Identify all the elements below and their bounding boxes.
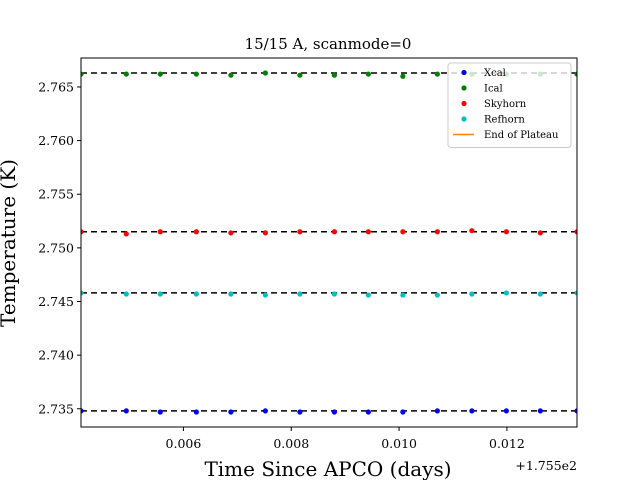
legend-label: Xcal xyxy=(484,68,506,79)
data-point-skyhorn xyxy=(157,229,163,235)
data-point-refhorn xyxy=(123,291,129,297)
data-point-refhorn xyxy=(262,292,268,298)
data-point-xcal xyxy=(157,409,163,415)
data-point-ical xyxy=(297,72,303,78)
data-point-xcal xyxy=(297,409,303,415)
x-axis-label: Time Since APCO (days) xyxy=(204,457,451,480)
data-point-ical xyxy=(157,71,163,77)
data-point-skyhorn xyxy=(469,228,475,234)
data-point-ical xyxy=(400,73,406,79)
legend-marker xyxy=(461,69,467,76)
data-point-xcal xyxy=(537,408,543,414)
y-tick-label: 2.735 xyxy=(38,401,74,416)
data-point-xcal xyxy=(193,409,199,415)
data-point-ical xyxy=(81,71,84,77)
data-point-skyhorn xyxy=(331,229,337,235)
x-axis-ticks: 0.006 0.008 0.010 0.012 xyxy=(166,427,525,451)
data-point-refhorn xyxy=(469,291,475,297)
y-axis-ticks: 2.735 2.740 2.745 2.750 2.755 2.760 2.765 xyxy=(38,79,81,416)
data-point-refhorn xyxy=(193,291,199,297)
data-point-skyhorn xyxy=(228,230,234,236)
x-tick-label: 0.012 xyxy=(489,436,525,451)
data-point-xcal xyxy=(574,408,577,414)
data-point-xcal xyxy=(400,409,406,415)
legend: Xcal Ical Skyhorn Refhorn End of Plateau xyxy=(447,62,572,148)
data-point-xcal xyxy=(123,408,129,414)
legend-marker xyxy=(461,116,467,122)
legend-marker xyxy=(461,100,467,107)
data-point-skyhorn xyxy=(297,229,303,235)
data-point-xcal xyxy=(228,409,234,415)
data-point-skyhorn xyxy=(81,229,84,235)
y-tick-label: 2.760 xyxy=(38,133,74,148)
y-tick-label: 2.755 xyxy=(38,187,74,202)
data-point-refhorn xyxy=(81,290,84,296)
legend-label: Ical xyxy=(484,84,503,95)
y-tick-label: 2.750 xyxy=(38,240,74,255)
legend-marker xyxy=(461,85,467,91)
plot-frame xyxy=(80,57,578,428)
data-point-refhorn xyxy=(400,292,406,298)
data-point-skyhorn xyxy=(365,229,371,235)
data-point-xcal xyxy=(262,408,268,414)
legend-label: End of Plateau xyxy=(484,130,559,141)
data-point-refhorn xyxy=(331,291,337,297)
data-point-refhorn xyxy=(297,291,303,297)
chart-title: 15/15 A, scanmode=0 xyxy=(245,35,412,53)
data-point-skyhorn xyxy=(262,230,268,236)
data-point-xcal xyxy=(365,409,371,415)
data-point-ical xyxy=(365,71,371,77)
data-point-skyhorn xyxy=(123,231,129,237)
data-point-ical xyxy=(123,71,129,77)
data-point-refhorn xyxy=(434,292,440,298)
data-point-xcal xyxy=(469,408,475,414)
data-point-skyhorn xyxy=(193,229,199,235)
data-point-skyhorn xyxy=(574,229,577,235)
data-point-xcal xyxy=(503,408,509,414)
data-point-ical xyxy=(193,71,199,77)
x-tick-label: 0.006 xyxy=(166,436,202,451)
y-tick-label: 2.745 xyxy=(38,294,74,309)
legend-label: Skyhorn xyxy=(484,99,527,110)
data-point-xcal xyxy=(434,408,440,414)
data-point-ical xyxy=(574,71,577,77)
data-point-refhorn xyxy=(157,291,163,297)
x-axis-offset-label: +1.755e2 xyxy=(515,458,577,473)
data-point-ical xyxy=(262,70,268,76)
x-tick-label: 0.008 xyxy=(273,436,309,451)
y-tick-label: 2.740 xyxy=(38,348,74,363)
data-point-xcal xyxy=(81,408,84,414)
data-point-refhorn xyxy=(503,290,509,296)
legend-label: Refhorn xyxy=(484,115,525,126)
x-tick-label: 0.010 xyxy=(381,436,417,451)
data-point-refhorn xyxy=(537,291,543,297)
data-point-skyhorn xyxy=(503,229,509,235)
legend-box xyxy=(447,62,572,148)
data-point-ical xyxy=(331,72,337,78)
data-point-skyhorn xyxy=(537,230,543,236)
data-point-ical xyxy=(228,72,234,78)
y-axis-label: Temperature (K) xyxy=(0,159,20,327)
data-point-refhorn xyxy=(365,292,371,298)
data-point-skyhorn xyxy=(400,229,406,235)
data-point-refhorn xyxy=(574,290,577,296)
data-point-ical xyxy=(434,71,440,77)
y-tick-label: 2.765 xyxy=(38,79,74,94)
data-point-refhorn xyxy=(228,291,234,297)
data-point-skyhorn xyxy=(434,229,440,235)
data-point-xcal xyxy=(331,409,337,415)
